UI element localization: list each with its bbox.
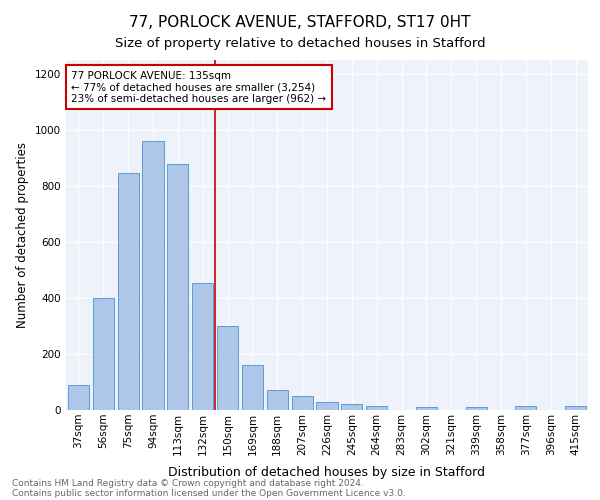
Bar bbox=[565, 406, 586, 410]
Bar bbox=[466, 407, 487, 410]
Bar bbox=[68, 385, 89, 410]
Bar bbox=[341, 404, 362, 410]
Text: 77 PORLOCK AVENUE: 135sqm
← 77% of detached houses are smaller (3,254)
23% of se: 77 PORLOCK AVENUE: 135sqm ← 77% of detac… bbox=[71, 70, 326, 104]
Bar bbox=[192, 282, 213, 410]
Bar bbox=[292, 396, 313, 410]
Bar bbox=[217, 326, 238, 410]
Bar bbox=[316, 402, 338, 410]
Bar bbox=[267, 390, 288, 410]
X-axis label: Distribution of detached houses by size in Stafford: Distribution of detached houses by size … bbox=[169, 466, 485, 479]
Text: 77, PORLOCK AVENUE, STAFFORD, ST17 0HT: 77, PORLOCK AVENUE, STAFFORD, ST17 0HT bbox=[129, 15, 471, 30]
Bar bbox=[416, 407, 437, 410]
Bar bbox=[167, 164, 188, 410]
Bar bbox=[515, 406, 536, 410]
Bar bbox=[242, 365, 263, 410]
Bar bbox=[118, 174, 139, 410]
Y-axis label: Number of detached properties: Number of detached properties bbox=[16, 142, 29, 328]
Text: Contains public sector information licensed under the Open Government Licence v3: Contains public sector information licen… bbox=[12, 488, 406, 498]
Text: Contains HM Land Registry data © Crown copyright and database right 2024.: Contains HM Land Registry data © Crown c… bbox=[12, 478, 364, 488]
Bar bbox=[142, 141, 164, 410]
Bar bbox=[366, 406, 387, 410]
Bar bbox=[93, 298, 114, 410]
Text: Size of property relative to detached houses in Stafford: Size of property relative to detached ho… bbox=[115, 38, 485, 51]
